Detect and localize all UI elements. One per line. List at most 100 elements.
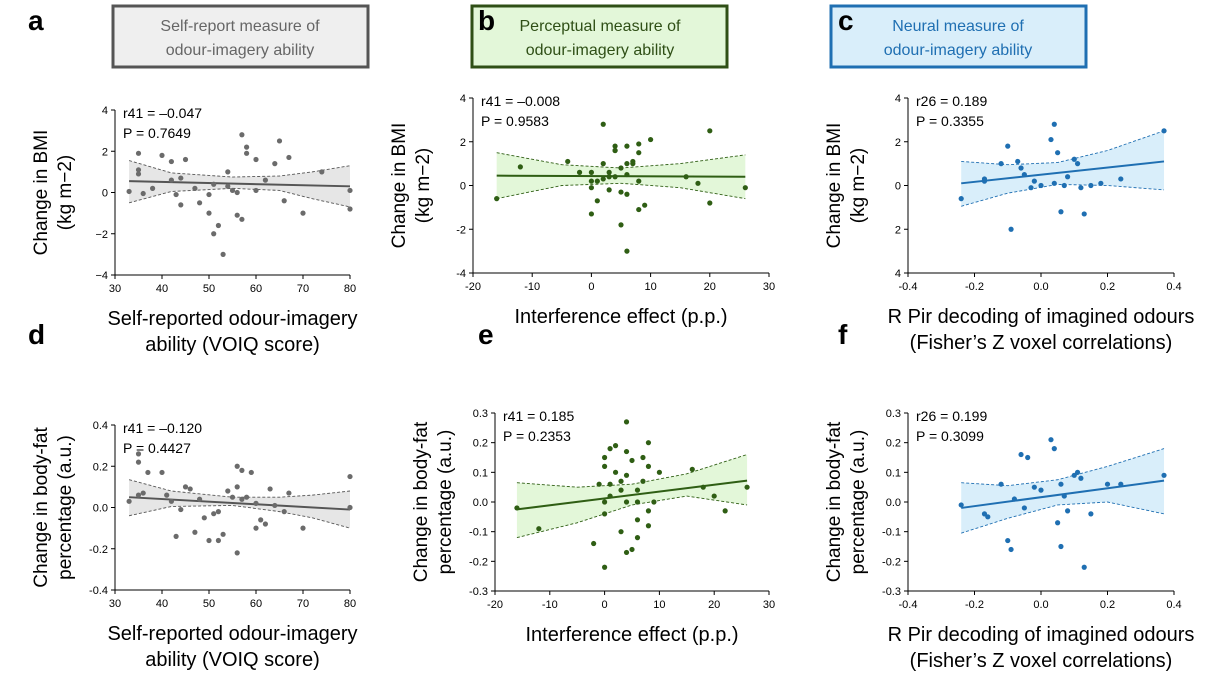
x-tick-label: 50 [203, 283, 215, 295]
data-point [168, 177, 174, 183]
data-point [135, 167, 142, 173]
y-tick-label: 0.0 [886, 497, 901, 509]
data-point [640, 478, 646, 484]
data-point [591, 540, 597, 547]
x-tick-label: 0.4 [1166, 281, 1181, 293]
data-point [272, 161, 278, 167]
data-point [276, 138, 283, 144]
data-point [225, 183, 231, 189]
y-tick-label: 0.2 [886, 438, 901, 450]
y-tick-label: 0.2 [473, 438, 488, 450]
data-point [514, 505, 520, 511]
data-point [600, 121, 606, 127]
x-axis-label: Interference effect (p.p.) [514, 306, 727, 328]
y-tick-label: 0.0 [93, 503, 108, 515]
stat-p: P = 0.3099 [916, 428, 984, 444]
stat-r: r41 = –0.120 [123, 420, 202, 436]
data-point [588, 169, 595, 175]
data-point [636, 141, 642, 147]
data-point [1118, 481, 1124, 487]
data-point [656, 469, 663, 475]
y-tick-label: 2 [895, 224, 901, 236]
data-point [159, 152, 165, 158]
data-point [588, 178, 595, 184]
x-tick-label: 60 [250, 283, 262, 295]
data-point [159, 469, 165, 476]
data-point [220, 531, 226, 537]
x-tick-label: -10 [542, 599, 558, 611]
data-point [607, 481, 613, 487]
y-tick-label: -0.3 [469, 586, 488, 598]
x-tick-label: 30 [109, 598, 121, 610]
data-point [618, 487, 624, 493]
band-upper-line [961, 130, 1165, 166]
x-axis-label: (Fisher’s Z voxel correlations) [910, 650, 1173, 672]
regression-line [516, 479, 748, 511]
data-point [695, 180, 701, 186]
x-tick-label: 0.2 [1100, 599, 1115, 611]
x-axis-label: ability (VOIQ score) [145, 334, 319, 356]
data-point [576, 169, 583, 175]
regression-line [129, 496, 351, 511]
data-point [253, 156, 259, 163]
data-point [168, 498, 174, 504]
data-point [229, 187, 236, 194]
data-point [178, 202, 184, 208]
y-tick-label: 4 [895, 268, 901, 280]
data-point [624, 161, 630, 167]
data-point [135, 451, 142, 457]
data-point [642, 202, 648, 208]
data-point [206, 191, 212, 198]
y-tick-label: -4 [456, 268, 466, 280]
x-tick-label: -0.4 [899, 281, 918, 293]
x-tick-label: 0.0 [1033, 281, 1048, 293]
band-lower-line [516, 495, 748, 539]
data-point [234, 463, 240, 469]
data-point [623, 419, 630, 425]
data-point [640, 454, 646, 461]
data-point [602, 454, 608, 461]
data-point [623, 472, 630, 478]
panel-d: d 30 40 50 60 70 80 -0.4 -0.2 0.0 0.2 0.4 r41 = –0.1… [28, 319, 358, 671]
data-point [1028, 185, 1034, 191]
y-tick-label: 0 [102, 188, 108, 200]
data-point [286, 154, 292, 161]
y-tick-label: 0 [895, 181, 901, 193]
y-axis-label: Change in body-fat [824, 421, 845, 582]
data-point [623, 549, 630, 556]
data-point [606, 187, 612, 193]
data-point [173, 533, 179, 539]
data-point [182, 484, 189, 490]
data-point [630, 161, 636, 167]
data-point [1081, 564, 1087, 570]
x-axis-label: (Fisher’s Z voxel correlations) [910, 332, 1173, 354]
regression-line [496, 174, 746, 178]
data-point [253, 525, 259, 531]
data-point [624, 191, 630, 197]
data-point [958, 196, 964, 202]
data-point [1048, 136, 1054, 143]
data-point [258, 517, 264, 523]
stat-r: r26 = 0.199 [916, 408, 987, 424]
x-tick-label: 30 [109, 283, 121, 295]
y-tick-label: 0 [460, 181, 466, 193]
y-tick-label: −4 [95, 270, 108, 282]
data-point [168, 158, 174, 165]
data-point [229, 494, 236, 500]
data-point [234, 212, 240, 218]
data-point [197, 496, 203, 502]
y-tick-label: 2 [895, 137, 901, 149]
x-tick-label: 60 [250, 598, 262, 610]
x-tick-label: 20 [704, 281, 716, 293]
data-point [1021, 171, 1027, 178]
data-point [707, 200, 713, 206]
x-tick-label: 10 [644, 281, 656, 293]
data-point [612, 469, 619, 475]
data-point [140, 490, 146, 496]
y-tick-label: 0.0 [473, 497, 488, 509]
data-point [517, 164, 523, 170]
x-tick-label: 50 [203, 598, 215, 610]
x-tick-label: 10 [653, 599, 665, 611]
data-point [612, 143, 618, 149]
